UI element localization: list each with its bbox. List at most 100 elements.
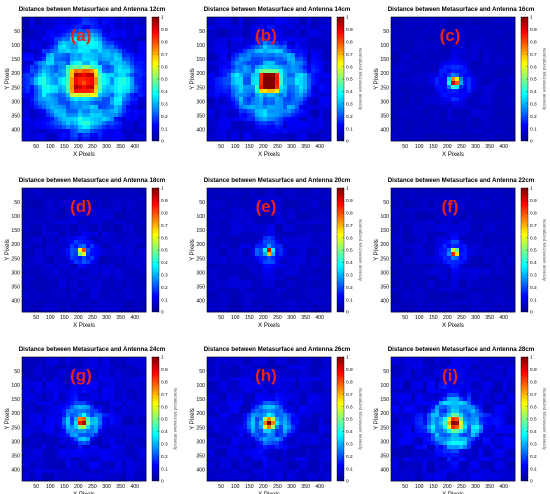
heatmap-cell xyxy=(227,77,232,82)
heatmap-cell xyxy=(295,109,300,114)
heatmap-cell xyxy=(38,276,43,281)
heatmap-cell xyxy=(511,61,516,66)
heatmap-cell xyxy=(463,49,468,54)
heatmap-cell xyxy=(215,280,220,285)
heatmap-cell xyxy=(271,49,276,54)
heatmap-cell xyxy=(423,61,428,66)
heatmap-cell xyxy=(90,37,95,42)
heatmap-cell xyxy=(259,61,264,66)
heatmap-cell xyxy=(243,73,248,78)
heatmap-cell xyxy=(219,89,224,94)
heatmap-cell xyxy=(110,129,115,134)
heatmap-cell xyxy=(247,280,252,285)
heatmap-cell xyxy=(259,220,264,225)
heatmap-cell xyxy=(459,77,464,82)
heatmap-cell xyxy=(78,272,83,277)
heatmap-cell xyxy=(479,125,484,130)
heatmap-cell xyxy=(323,220,328,225)
heatmap-cell xyxy=(102,200,107,205)
heatmap-cell xyxy=(399,129,404,134)
heatmap-cell xyxy=(74,101,79,106)
heatmap-cell xyxy=(82,304,87,309)
heatmap-cell xyxy=(303,248,308,253)
heatmap-cell xyxy=(235,81,240,86)
heatmap-cell xyxy=(26,57,31,62)
heatmap-cell xyxy=(227,192,232,197)
heatmap-cell xyxy=(70,308,75,313)
heatmap-cell xyxy=(66,105,71,110)
colorbar-tick-label: 0.1 xyxy=(161,297,168,303)
heatmap-cell xyxy=(251,268,256,273)
heatmap-cell xyxy=(215,49,220,54)
heatmap-cell xyxy=(26,17,31,22)
heatmap-cell xyxy=(479,101,484,106)
heatmap-cell xyxy=(126,272,131,277)
heatmap-cell xyxy=(134,288,139,293)
heatmap-cell xyxy=(106,137,111,142)
heatmap-cell xyxy=(130,73,135,78)
heatmap-cell xyxy=(287,244,292,249)
heatmap-cell xyxy=(319,101,324,106)
heatmap-cell xyxy=(467,101,472,106)
heatmap-cell xyxy=(251,77,256,82)
heatmap-cell xyxy=(471,105,476,110)
heatmap-cell xyxy=(491,49,496,54)
heatmap-cell xyxy=(295,224,300,229)
heatmap-cell xyxy=(327,192,332,197)
heatmap-cell xyxy=(58,196,63,201)
heatmap-cell xyxy=(439,33,444,38)
heatmap-cell xyxy=(235,117,240,122)
heatmap-cell xyxy=(411,125,416,130)
heatmap-cell xyxy=(70,49,75,54)
heatmap-cell xyxy=(303,256,308,261)
heatmap-cell xyxy=(66,212,71,217)
heatmap-cell xyxy=(459,37,464,42)
heatmap-cell xyxy=(267,216,272,221)
heatmap-cell xyxy=(447,25,452,30)
heatmap-cell xyxy=(86,204,91,209)
heatmap-cell xyxy=(211,121,216,126)
heatmap-cell xyxy=(207,101,212,106)
heatmap-cell xyxy=(114,192,119,197)
heatmap-cell xyxy=(122,125,127,130)
heatmap-cell xyxy=(207,21,212,26)
heatmap-cell xyxy=(106,304,111,309)
heatmap-cell xyxy=(46,296,51,301)
heatmap-cell xyxy=(311,49,316,54)
heatmap-cell xyxy=(138,121,143,126)
heatmap-cell xyxy=(479,117,484,122)
heatmap-cell xyxy=(463,33,468,38)
heatmap-cell xyxy=(94,33,99,38)
heatmap-cell xyxy=(319,109,324,114)
heatmap-cell xyxy=(138,45,143,50)
heatmap-cell xyxy=(315,73,320,78)
heatmap-cell xyxy=(395,101,400,106)
heatmap-cell xyxy=(415,105,420,110)
heatmap-cell xyxy=(319,81,324,86)
heatmap-cell xyxy=(90,188,95,193)
heatmap-cell xyxy=(467,41,472,46)
heatmap-cell xyxy=(459,133,464,138)
heatmap-cell xyxy=(46,97,51,102)
heatmap-cell xyxy=(134,137,139,142)
heatmap-cell xyxy=(475,93,480,98)
heatmap-cell xyxy=(98,288,103,293)
heatmap-cell xyxy=(118,256,123,261)
heatmap-cell xyxy=(207,125,212,130)
heatmap-cell xyxy=(303,81,308,86)
x-tick-label: 400 xyxy=(499,144,508,150)
heatmap-cell xyxy=(323,25,328,30)
heatmap-cell xyxy=(247,296,252,301)
heatmap-cell xyxy=(439,29,444,34)
heatmap-cell xyxy=(90,97,95,102)
heatmap-cell xyxy=(487,37,492,42)
heatmap-cell xyxy=(42,57,47,62)
heatmap-cell xyxy=(263,125,268,130)
heatmap-cell xyxy=(26,204,31,209)
heatmap-cell xyxy=(138,216,143,221)
heatmap-cell xyxy=(455,21,460,26)
heatmap-cell xyxy=(491,73,496,78)
heatmap-cell xyxy=(399,81,404,86)
heatmap-cell xyxy=(291,85,296,90)
heatmap-cell xyxy=(58,232,63,237)
